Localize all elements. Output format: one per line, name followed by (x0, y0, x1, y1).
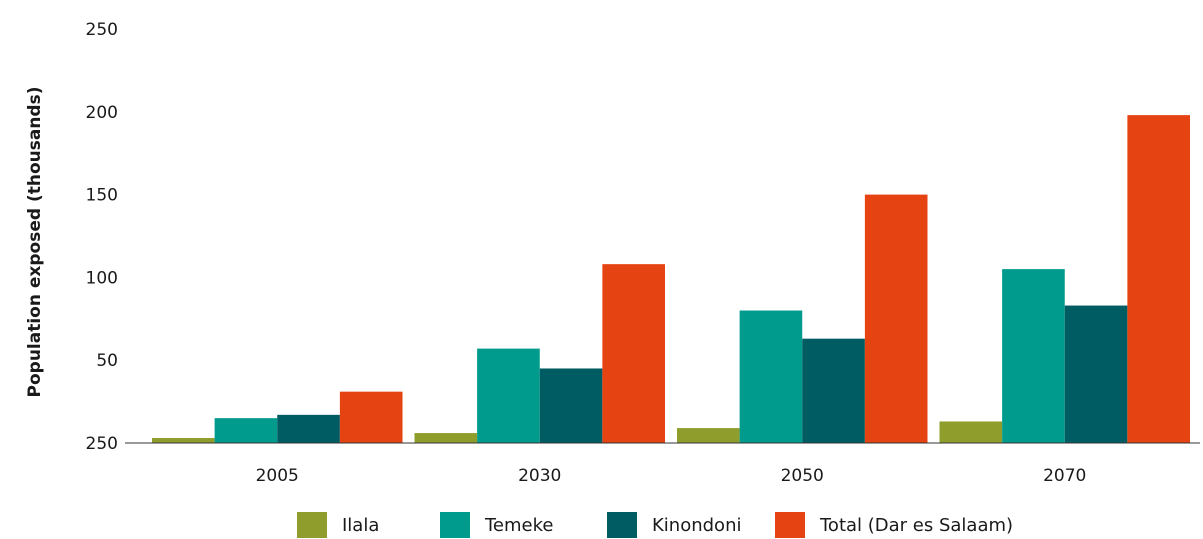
bar-kinondoni-2030 (539, 368, 603, 443)
bar-temeke-2070 (1002, 269, 1065, 443)
legend: Ilala Temeke Kinondoni Total (Dar es Salaam… (297, 512, 1013, 538)
bar-total-dar-es-salaam-2005 (339, 391, 403, 443)
bar-temeke-2050 (739, 310, 803, 443)
legend-swatch (607, 512, 637, 538)
legend-label: Temeke (484, 515, 553, 536)
y-axis-title-group: Population exposed (thousands) (25, 87, 45, 398)
bar-kinondoni-2005 (277, 414, 340, 443)
y-tick-label: 150 (86, 186, 118, 206)
y-tick-labels: 250 50 100 150 200 250 (86, 20, 118, 454)
bar-ilala-2030 (414, 433, 478, 443)
legend-swatch (297, 512, 327, 538)
bar-total-dar-es-salaam-2070 (1127, 115, 1190, 443)
bar-total-dar-es-salaam-2050 (864, 194, 928, 443)
bar-ilala-2050 (677, 428, 740, 443)
bar-kinondoni-2070 (1064, 305, 1128, 443)
x-tick-label: 2050 (781, 466, 824, 486)
y-tick-label: 250 (86, 434, 118, 454)
y-tick-label: 100 (86, 268, 118, 288)
legend-label: Total (Dar es Salaam) (819, 515, 1013, 536)
legend-label: Ilala (342, 515, 379, 536)
bar-ilala-2005 (152, 438, 215, 443)
x-tick-label: 2070 (1043, 466, 1086, 486)
bar-kinondoni-2050 (802, 338, 865, 443)
y-axis-title: Population exposed (thousands) (25, 87, 45, 398)
legend-label: Kinondoni (652, 515, 741, 536)
y-tick-label: 50 (96, 351, 118, 371)
bar-total-dar-es-salaam-2030 (602, 264, 665, 443)
legend-swatch (775, 512, 805, 538)
legend-swatch (440, 512, 470, 538)
x-tick-label: 2005 (256, 466, 299, 486)
bar-temeke-2005 (214, 418, 278, 443)
bars (152, 115, 1190, 443)
y-tick-label: 200 (86, 103, 118, 123)
x-tick-labels: 2005 2030 2050 2070 (256, 466, 1087, 486)
x-tick-label: 2030 (518, 466, 561, 486)
bar-ilala-2070 (939, 421, 1003, 443)
bar-temeke-2030 (477, 348, 540, 443)
y-tick-label: 250 (86, 20, 118, 40)
